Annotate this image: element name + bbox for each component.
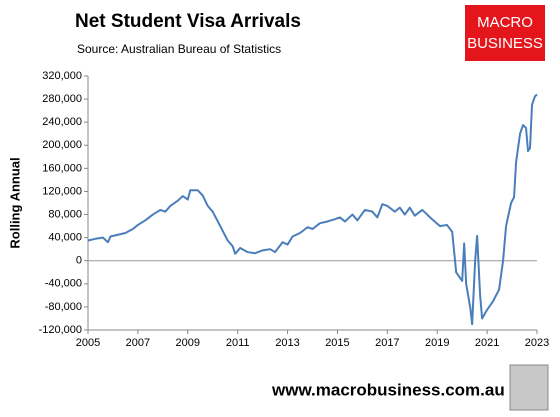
y-tick-label: -40,000	[45, 278, 82, 290]
logo-text: MACRO	[477, 14, 533, 31]
y-tick-label: 120,000	[42, 185, 82, 197]
x-tick-label: 2013	[275, 337, 299, 349]
y-tick-label: -80,000	[45, 301, 82, 313]
x-tick-label: 2005	[76, 337, 100, 349]
x-tick-label: 2015	[325, 337, 349, 349]
y-tick-label: 200,000	[42, 139, 82, 151]
logo-text: BUSINESS	[467, 35, 543, 52]
y-tick-label: -120,000	[39, 324, 82, 336]
y-tick-label: 280,000	[42, 93, 82, 105]
x-tick-label: 2007	[126, 337, 150, 349]
y-tick-label: 320,000	[42, 70, 82, 82]
footer-url: www.macrobusiness.com.au	[271, 380, 505, 399]
x-tick-label: 2011	[226, 337, 250, 349]
chart-title: Net Student Visa Arrivals	[75, 11, 301, 32]
x-tick-label: 2017	[375, 337, 399, 349]
logo-box	[465, 5, 545, 61]
y-tick-label: 160,000	[42, 162, 82, 174]
x-tick-label: 2023	[525, 337, 549, 349]
y-tick-label: 0	[76, 255, 82, 267]
x-tick-label: 2021	[475, 337, 499, 349]
wolf-icon	[509, 364, 549, 411]
y-axis-label: Rolling Annual	[7, 157, 22, 248]
data-line	[87, 93, 538, 326]
y-tick-label: 240,000	[42, 116, 82, 128]
chart-subtitle: Source: Australian Bureau of Statistics	[77, 42, 281, 56]
y-tick-label: 40,000	[48, 232, 82, 244]
x-tick-label: 2009	[176, 337, 200, 349]
x-tick-label: 2019	[425, 337, 449, 349]
y-tick-label: 80,000	[48, 208, 82, 220]
